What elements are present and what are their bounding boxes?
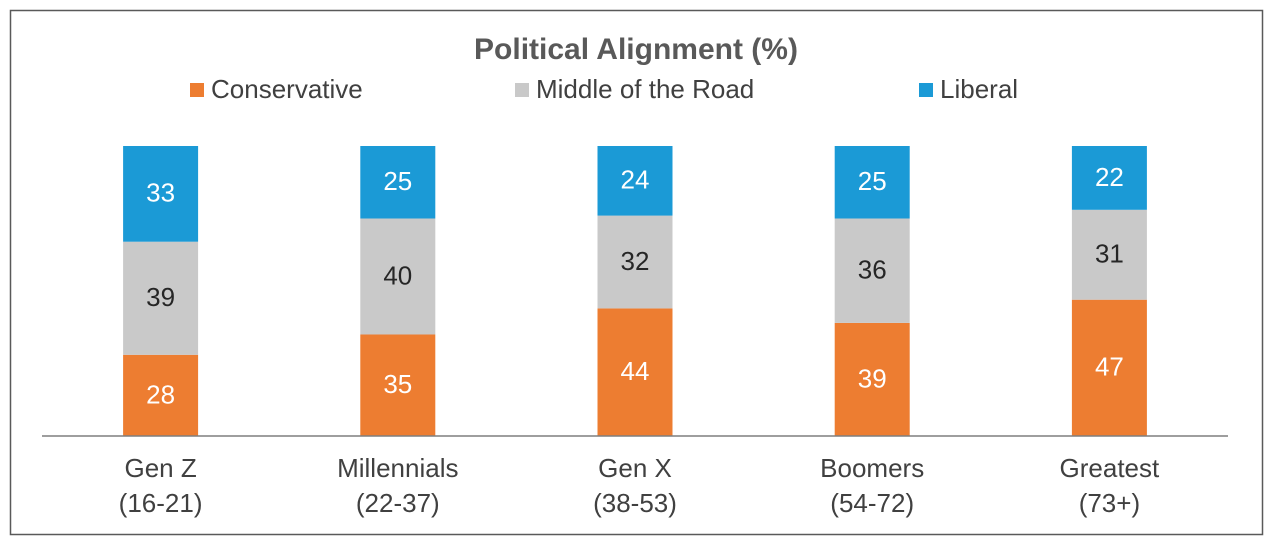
legend-label: Conservative bbox=[211, 74, 363, 104]
x-tick-label: Gen Z bbox=[124, 453, 196, 483]
chart-title: Political Alignment (%) bbox=[474, 33, 798, 66]
data-label: 40 bbox=[383, 260, 412, 290]
data-label: 22 bbox=[1095, 162, 1124, 192]
x-tick-label: Gen X bbox=[598, 453, 672, 483]
x-tick-label: (73+) bbox=[1079, 488, 1140, 518]
bar-segment bbox=[123, 146, 199, 242]
data-label: 25 bbox=[383, 166, 412, 196]
data-label: 44 bbox=[621, 356, 650, 386]
data-label: 39 bbox=[858, 363, 887, 393]
bar-segment bbox=[834, 146, 910, 219]
bar-segment bbox=[360, 146, 436, 219]
x-tick-label: Millennials bbox=[337, 453, 458, 483]
bar-segment bbox=[1071, 299, 1147, 436]
x-tick-label: (22-37) bbox=[356, 488, 440, 518]
data-label: 36 bbox=[858, 255, 887, 285]
legend-swatch bbox=[515, 83, 529, 97]
bar-segment bbox=[123, 354, 199, 436]
legend-swatch bbox=[919, 83, 933, 97]
bar-segment bbox=[834, 322, 910, 436]
data-label: 47 bbox=[1095, 352, 1124, 382]
bar-segment bbox=[834, 218, 910, 323]
x-tick-label: Boomers bbox=[820, 453, 924, 483]
x-tick-label: Greatest bbox=[1060, 453, 1160, 483]
x-tick-label: (16-21) bbox=[119, 488, 203, 518]
bar-segment bbox=[597, 215, 673, 309]
legend-swatch bbox=[190, 83, 204, 97]
data-label: 31 bbox=[1095, 239, 1124, 269]
legend-label: Liberal bbox=[940, 74, 1018, 104]
x-tick-label: (38-53) bbox=[593, 488, 677, 518]
data-label: 24 bbox=[621, 165, 650, 195]
data-label: 25 bbox=[858, 166, 887, 196]
data-label: 32 bbox=[621, 246, 650, 276]
bar-segment bbox=[360, 218, 436, 335]
bar-segment bbox=[1071, 209, 1147, 300]
data-label: 28 bbox=[146, 379, 175, 409]
data-label: 35 bbox=[383, 369, 412, 399]
x-tick-label: (54-72) bbox=[830, 488, 914, 518]
bar-segment bbox=[597, 146, 673, 216]
bar-segment bbox=[360, 334, 436, 436]
legend-label: Middle of the Road bbox=[536, 74, 754, 104]
bar-segment bbox=[123, 241, 199, 355]
bar-segment bbox=[597, 308, 673, 436]
bar-segment bbox=[1071, 146, 1147, 210]
data-label: 39 bbox=[146, 282, 175, 312]
data-label: 33 bbox=[146, 178, 175, 208]
